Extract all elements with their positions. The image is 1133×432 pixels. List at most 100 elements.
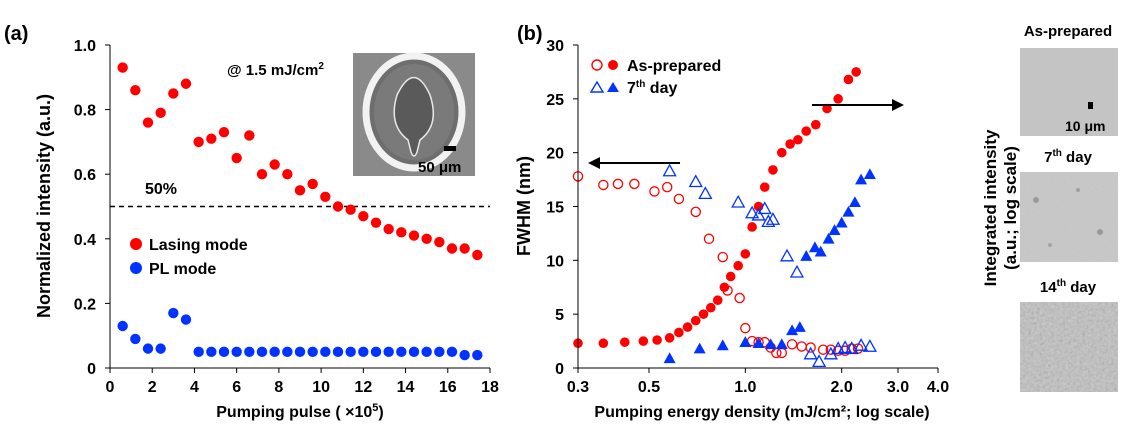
- panel-b-label: (b): [517, 23, 543, 45]
- y-tick-label: 30: [546, 38, 564, 55]
- filled-circle-point: [733, 260, 744, 271]
- pl-mode-point: [370, 346, 382, 358]
- intensity-axis-arrow: [812, 99, 904, 111]
- legend-lasing-label: Lasing mode: [149, 237, 248, 254]
- open-triangle-point: [761, 214, 776, 228]
- filled-circle-point: [747, 222, 757, 232]
- fwhm-axis-arrow: [588, 157, 680, 169]
- lasing-mode-point: [320, 191, 331, 203]
- side-image-3-title: 14th day: [1040, 278, 1097, 296]
- lasing-mode-point: [472, 249, 483, 261]
- lasing-mode-point: [408, 230, 420, 241]
- open-triangle-point: [698, 186, 713, 200]
- panel-a-x-axis-label: Pumping pulse ( ×105): [216, 402, 383, 421]
- open-triangle-point: [811, 354, 827, 367]
- open-circle-point: [796, 341, 807, 352]
- fluence-annotation: @ 1.5 mJ/cm2: [227, 61, 324, 79]
- panel-b-right-axis-label: Integrated intensity (a.u.; log scale): [981, 129, 1020, 286]
- lasing-mode-point: [269, 159, 280, 170]
- filled-circle-point: [822, 103, 832, 114]
- x-tick-label: 4.0: [927, 379, 949, 396]
- lasing-mode-point: [231, 152, 242, 164]
- lasing-mode-point: [434, 236, 445, 248]
- filled-circle-point: [682, 322, 693, 332]
- lasing-mode-point: [180, 78, 192, 89]
- open-triangle-point: [688, 174, 703, 188]
- open-circle-point: [776, 347, 788, 359]
- pl-mode-point: [396, 346, 407, 358]
- lasing-mode-point: [142, 117, 154, 128]
- panel-b: (b) 0.3 0.5 1.0 2.0 3.0 4.0 0 5 10 15 20 25 30 Pumpi…: [514, 23, 1020, 421]
- legend-pl-marker: [130, 262, 142, 274]
- x-tick-label: 14: [397, 379, 415, 396]
- pl-mode-point: [168, 307, 179, 319]
- pl-mode-point: [244, 346, 255, 358]
- panel-a-legend: Lasing mode PL mode: [130, 237, 248, 278]
- filled-triangle-point: [855, 173, 868, 185]
- lasing-mode-point: [332, 201, 344, 212]
- inset-scale-label: 50 μm: [418, 159, 461, 176]
- x-tick-label: 4: [190, 379, 199, 396]
- open-circle-point: [661, 181, 673, 193]
- filled-triangle-point: [775, 338, 788, 350]
- pl-mode-point: [408, 346, 420, 358]
- side-images: As-prepared 10 μm 7th day 14th day: [1020, 23, 1118, 392]
- lasing-mode-point: [130, 85, 141, 96]
- filled-triangle-point: [739, 336, 752, 347]
- filled-circle-point: [619, 337, 630, 347]
- open-circle-point: [629, 178, 640, 190]
- lasing-mode-point: [383, 223, 394, 235]
- filled-circle-point: [801, 126, 812, 136]
- x-tick-label: 0.3: [567, 379, 589, 396]
- panel-b-legend: As-prepared 7th day: [589, 58, 721, 97]
- lasing-mode-point: [282, 169, 293, 180]
- legend-lasing-marker: [130, 238, 142, 250]
- filled-circle-point: [705, 302, 716, 313]
- side-image-1-scale-label: 10 μm: [1065, 118, 1105, 134]
- pl-mode-point: [193, 346, 204, 358]
- panel-a: (a) 50 μm @ 1.5 mJ/cm2 50% 0 2 4 6 8 10 12 14 16…: [4, 23, 499, 421]
- open-triangle-point: [779, 248, 795, 262]
- inset-droplet-image: 50 μm: [353, 52, 475, 176]
- legend-7th-day-filled: [607, 82, 619, 92]
- filled-triangle-point: [863, 168, 876, 179]
- filled-circle-point: [674, 327, 684, 338]
- filled-circle-point: [810, 119, 821, 130]
- filled-circle-point: [725, 271, 736, 282]
- filled-circle-point: [652, 335, 662, 345]
- x-tick-label: 2.0: [831, 379, 853, 396]
- pl-mode-point: [472, 349, 483, 361]
- filled-circle-point: [740, 249, 751, 259]
- side-image-2-title: 7th day: [1044, 148, 1092, 166]
- y-tick-label: 0.8: [74, 103, 96, 120]
- panel-a-y-axis-label: Normalized intensity (a.u.): [34, 94, 54, 318]
- open-triangle-point: [844, 341, 859, 355]
- open-circle-point: [817, 344, 829, 355]
- open-triangle-point: [745, 205, 760, 219]
- lasing-mode-point: [396, 227, 407, 238]
- threshold-label: 50%: [145, 181, 177, 198]
- x-tick-label: 12: [354, 379, 372, 396]
- filled-circle-point: [698, 309, 709, 319]
- lasing-mode-point: [294, 185, 306, 196]
- pl-mode-point: [307, 346, 318, 358]
- side-image-14th-day: [1020, 302, 1118, 392]
- filled-circle-point: [638, 336, 649, 346]
- filled-triangle-point: [842, 205, 855, 217]
- open-circle-point: [690, 206, 702, 218]
- pl-mode-point: [180, 314, 192, 325]
- filled-triangle-point: [835, 216, 848, 228]
- y-tick-label: 0: [87, 361, 96, 378]
- legend-as-prepared-filled: [608, 60, 618, 70]
- lasing-mode-point: [358, 210, 369, 222]
- open-circle-point: [717, 251, 728, 263]
- pl-mode-point: [269, 346, 280, 358]
- pl-mode-point: [421, 346, 432, 358]
- filled-triangle-point: [822, 232, 835, 244]
- filled-triangle-point: [800, 250, 813, 261]
- lasing-mode-point: [206, 133, 217, 144]
- lasing-mode-point: [117, 62, 128, 73]
- filled-circle-point: [833, 94, 843, 104]
- pl-mode-point: [206, 346, 217, 358]
